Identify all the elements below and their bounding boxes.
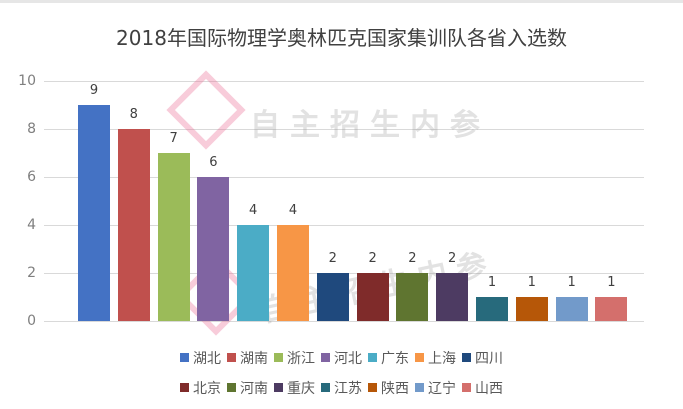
legend-label: 北京 xyxy=(193,381,221,397)
legend-label: 山西 xyxy=(475,381,503,397)
bar-value-label: 2 xyxy=(328,251,337,266)
legend-label: 广东 xyxy=(381,351,409,367)
y-tick-label: 6 xyxy=(27,169,36,185)
legend-swatch-icon xyxy=(462,353,471,362)
legend-item[interactable]: 河南 xyxy=(227,378,268,398)
legend-swatch-icon xyxy=(180,383,189,392)
bar-value-label: 9 xyxy=(89,83,99,98)
bar-4[interactable] xyxy=(197,177,230,321)
legend-item[interactable]: 山西 xyxy=(462,378,503,398)
legend-swatch-icon xyxy=(180,353,189,362)
bar-value-label: 1 xyxy=(487,275,497,290)
bar-11[interactable] xyxy=(476,297,508,321)
bar-value-label: 1 xyxy=(607,275,616,290)
legend-item[interactable]: 北京 xyxy=(180,378,221,398)
bar-1[interactable] xyxy=(78,105,110,321)
bar-value-label: 1 xyxy=(527,275,536,290)
legend-row-2: 北京 河南 重庆 江苏 陕西 辽宁 山西 xyxy=(0,378,683,398)
legend-item[interactable]: 上海 xyxy=(415,348,456,368)
bar-5[interactable] xyxy=(237,225,270,321)
legend-swatch-icon xyxy=(462,383,471,392)
legend-label: 陕西 xyxy=(381,381,409,397)
y-tick-label: 2 xyxy=(27,265,36,281)
bar-value-label: 1 xyxy=(567,275,576,290)
bar-12[interactable] xyxy=(515,297,548,321)
chart-title: 2018年国际物理学奥林匹克国家集训队各省入选数 xyxy=(116,26,567,50)
bar-value-label: 6 xyxy=(209,155,218,170)
gridline xyxy=(44,225,644,226)
legend-swatch-icon xyxy=(274,353,283,362)
legend-swatch-icon xyxy=(321,353,330,362)
bar-value-label: 2 xyxy=(368,251,377,266)
bar-3[interactable] xyxy=(157,153,190,321)
legend-swatch-icon xyxy=(368,353,377,362)
legend-label: 湖北 xyxy=(193,351,221,367)
bar-9[interactable] xyxy=(396,273,429,321)
legend-label: 湖南 xyxy=(240,351,268,367)
legend-label: 浙江 xyxy=(287,351,315,367)
bar-13[interactable] xyxy=(555,297,588,321)
bar-value-label: 2 xyxy=(408,251,417,266)
bar-value-label: 7 xyxy=(169,131,178,146)
legend-item[interactable]: 陕西 xyxy=(368,378,409,398)
bar-8[interactable] xyxy=(356,273,389,321)
bar-2[interactable] xyxy=(117,129,150,321)
legend-swatch-icon xyxy=(227,383,236,392)
watermark-text: 自主招生内参 xyxy=(250,108,490,143)
legend-item[interactable]: 辽宁 xyxy=(415,378,456,398)
legend-item[interactable]: 四川 xyxy=(462,348,503,368)
legend-label: 河北 xyxy=(334,351,362,367)
legend-label: 江苏 xyxy=(334,381,362,397)
legend-item[interactable]: 河北 xyxy=(321,348,362,368)
legend-item[interactable]: 广东 xyxy=(368,348,409,368)
bar-value-label: 4 xyxy=(288,203,298,218)
legend-item[interactable]: 重庆 xyxy=(274,378,315,398)
legend-swatch-icon xyxy=(415,383,424,392)
bar-7[interactable] xyxy=(316,273,349,321)
legend-label: 河南 xyxy=(240,381,268,397)
legend-swatch-icon xyxy=(227,353,236,362)
top-border xyxy=(0,0,683,3)
legend-item[interactable]: 江苏 xyxy=(321,378,362,398)
bar-value-label: 2 xyxy=(448,251,457,266)
y-tick-label: 4 xyxy=(27,217,36,233)
legend-label: 四川 xyxy=(475,351,503,367)
gridline xyxy=(44,129,644,130)
gridline xyxy=(44,321,644,322)
legend-label: 辽宁 xyxy=(428,381,456,397)
legend-item[interactable]: 浙江 xyxy=(274,348,315,368)
bar-value-label: 8 xyxy=(129,107,138,122)
gridline xyxy=(44,81,644,82)
bar-14[interactable] xyxy=(595,297,628,321)
gridline xyxy=(44,177,644,178)
legend-swatch-icon xyxy=(415,353,424,362)
legend-swatch-icon xyxy=(321,383,330,392)
bar-10[interactable] xyxy=(436,273,469,321)
y-tick-label: 10 xyxy=(18,73,36,89)
bar-value-label: 4 xyxy=(249,203,258,218)
legend-row-1: 湖北 湖南 浙江 河北 广东 上海 四川 xyxy=(0,348,683,368)
legend-item[interactable]: 湖北 xyxy=(180,348,221,368)
legend-label: 重庆 xyxy=(287,381,315,397)
bar-6[interactable] xyxy=(277,225,309,321)
legend-swatch-icon xyxy=(274,383,283,392)
legend-label: 上海 xyxy=(428,351,456,367)
y-tick-label: 0 xyxy=(27,313,36,329)
legend-swatch-icon xyxy=(368,383,377,392)
y-tick-label: 8 xyxy=(27,121,36,137)
legend-item[interactable]: 湖南 xyxy=(227,348,268,368)
